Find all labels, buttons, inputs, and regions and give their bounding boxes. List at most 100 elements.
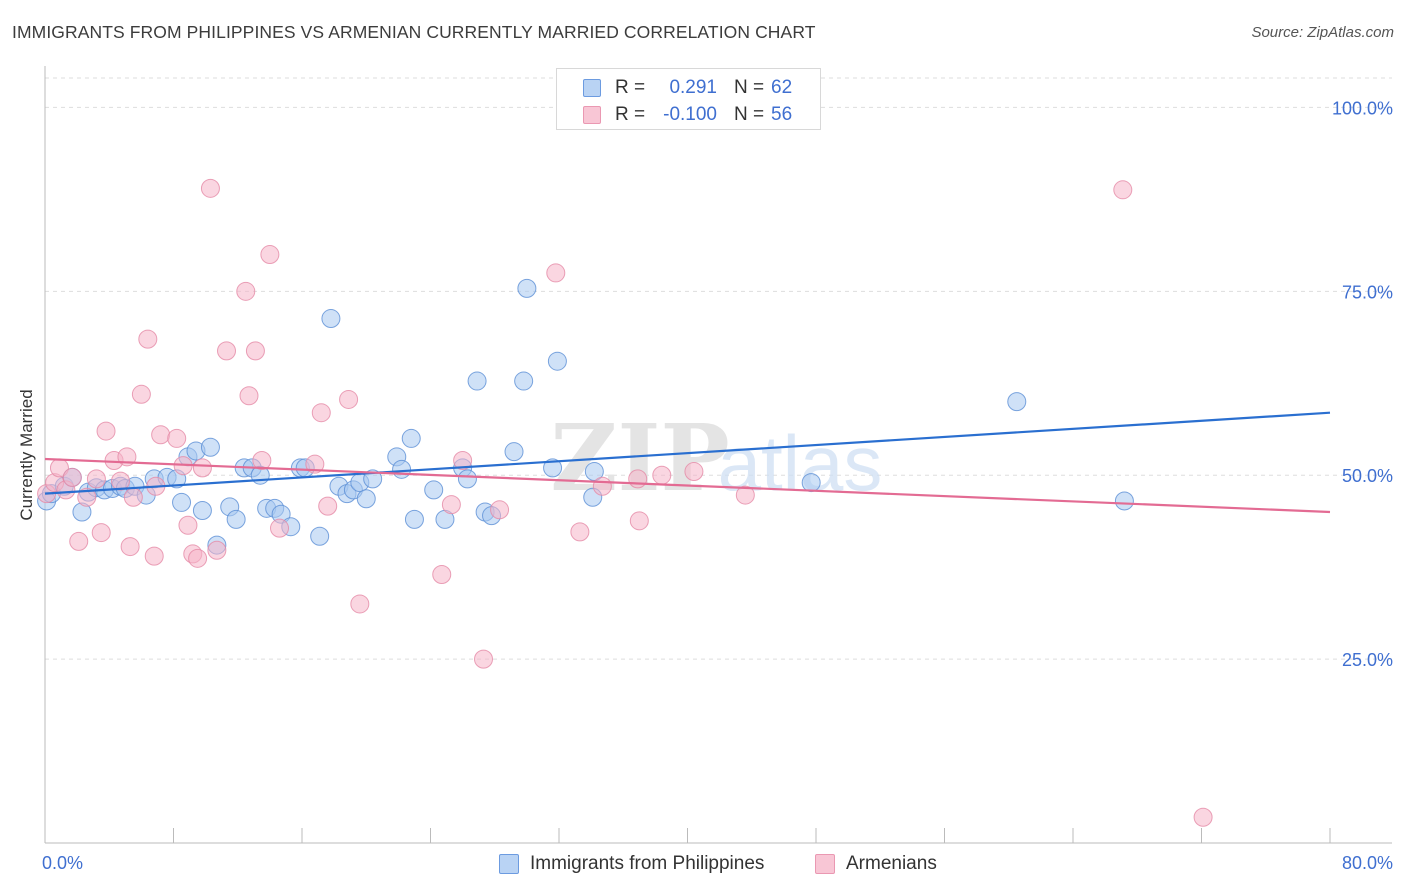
chart-title: IMMIGRANTS FROM PHILIPPINES VS ARMENIAN … <box>12 22 816 42</box>
data-point-armenians <box>592 476 612 496</box>
data-point-armenians <box>207 540 227 560</box>
data-point-philippines <box>584 462 604 482</box>
x-tick-label: 80.0% <box>1342 853 1393 873</box>
legend-n-label: N = <box>734 77 765 98</box>
watermark-zip: ZIP <box>550 404 729 512</box>
legend-row-philippines: R = 0.291 N = 62 <box>557 75 822 101</box>
bottom-legend-label-armenians: Armenians <box>846 853 937 874</box>
data-point-philippines <box>517 278 537 298</box>
y-tick-label: 50.0% <box>1342 466 1393 486</box>
bottom-legend-label-philippines: Immigrants from Philippines <box>530 853 765 874</box>
data-point-armenians <box>86 469 106 489</box>
data-point-philippines <box>543 458 563 478</box>
data-point-armenians <box>652 465 672 485</box>
data-point-philippines <box>356 489 376 509</box>
data-point-armenians <box>192 458 212 478</box>
data-point-armenians <box>110 471 130 491</box>
data-point-philippines <box>200 437 220 457</box>
data-point-armenians <box>628 469 648 489</box>
bottom-legend-armenians: Armenians <box>815 852 975 876</box>
data-point-armenians <box>123 487 143 507</box>
data-point-armenians <box>120 537 140 557</box>
data-point-armenians <box>91 523 111 543</box>
data-point-armenians <box>570 522 590 542</box>
source-attribution: Source: ZipAtlas.com <box>1251 24 1394 41</box>
data-point-armenians <box>239 386 259 406</box>
data-point-philippines <box>321 309 341 329</box>
data-point-philippines <box>1007 392 1027 412</box>
bottom-legend-swatch-armenians <box>815 854 835 874</box>
data-point-armenians <box>546 263 566 283</box>
data-point-armenians <box>441 495 461 515</box>
data-point-armenians <box>144 546 164 566</box>
data-point-armenians <box>684 462 704 482</box>
legend-swatch-armenians <box>583 106 601 124</box>
data-point-armenians <box>178 515 198 535</box>
data-point-philippines <box>310 526 330 546</box>
data-point-philippines <box>404 509 424 529</box>
legend-n-value: 62 <box>771 77 793 98</box>
data-point-philippines <box>192 501 212 521</box>
data-point-armenians <box>217 341 237 361</box>
trend-lines <box>44 411 1331 514</box>
data-point-armenians <box>151 425 171 445</box>
data-point-armenians <box>62 467 82 487</box>
legend-r-value: -0.100 <box>663 104 717 125</box>
data-point-armenians <box>188 548 208 568</box>
data-point-philippines <box>457 469 477 489</box>
data-point-armenians <box>490 500 510 520</box>
data-point-armenians <box>200 178 220 198</box>
data-point-armenians <box>339 389 359 409</box>
trend-line-philippines <box>44 411 1331 495</box>
data-point-armenians <box>270 518 290 538</box>
data-point-armenians <box>167 428 187 448</box>
legend-row-armenians: R = -0.100 N = 56 <box>557 102 822 128</box>
watermark: ZIP atlas <box>550 404 882 512</box>
data-point-armenians <box>735 485 755 505</box>
data-point-philippines <box>801 473 821 493</box>
data-point-armenians <box>1113 180 1133 200</box>
gridlines <box>45 77 1392 660</box>
data-point-philippines <box>172 492 192 512</box>
data-point-philippines <box>424 480 444 500</box>
data-point-armenians <box>629 511 649 531</box>
bottom-legend-philippines: Immigrants from Philippines <box>499 852 799 876</box>
data-point-armenians <box>138 329 158 349</box>
y-tick-label: 25.0% <box>1342 650 1393 670</box>
x-tick-label: 0.0% <box>42 853 83 873</box>
data-point-armenians <box>77 487 97 507</box>
data-point-armenians <box>350 594 370 614</box>
legend-r-label: R = <box>615 77 646 98</box>
data-point-philippines <box>401 428 421 448</box>
legend-r-label: R = <box>615 104 646 125</box>
y-tick-label: 75.0% <box>1342 282 1393 302</box>
data-point-armenians <box>245 341 265 361</box>
data-point-philippines <box>514 371 534 391</box>
trend-line-armenians <box>44 457 1331 514</box>
data-point-armenians <box>236 281 256 301</box>
data-point-philippines <box>1114 491 1134 511</box>
data-point-philippines <box>363 469 383 489</box>
axes <box>44 66 1392 844</box>
data-point-philippines <box>467 371 487 391</box>
legend-swatch-philippines <box>583 79 601 97</box>
legend-r-value: 0.291 <box>669 77 717 98</box>
data-point-armenians <box>474 649 494 669</box>
data-point-armenians <box>453 451 473 470</box>
data-point-armenians <box>260 245 280 265</box>
data-point-armenians <box>305 454 325 474</box>
data-point-armenians <box>131 384 151 404</box>
data-point-philippines <box>504 442 524 462</box>
legend-n-label: N = <box>734 104 765 125</box>
data-point-armenians <box>1193 807 1213 827</box>
legend-n-value: 56 <box>771 104 793 125</box>
data-point-armenians <box>96 421 116 441</box>
data-point-philippines <box>226 509 246 529</box>
data-point-armenians <box>311 403 331 423</box>
data-point-armenians <box>69 531 89 551</box>
data-point-armenians <box>252 451 272 470</box>
tick-labels: 100.0% 75.0% 50.0% 25.0% 0.0% 80.0% <box>42 98 1393 873</box>
data-points <box>37 178 1213 827</box>
data-point-armenians <box>432 565 452 585</box>
